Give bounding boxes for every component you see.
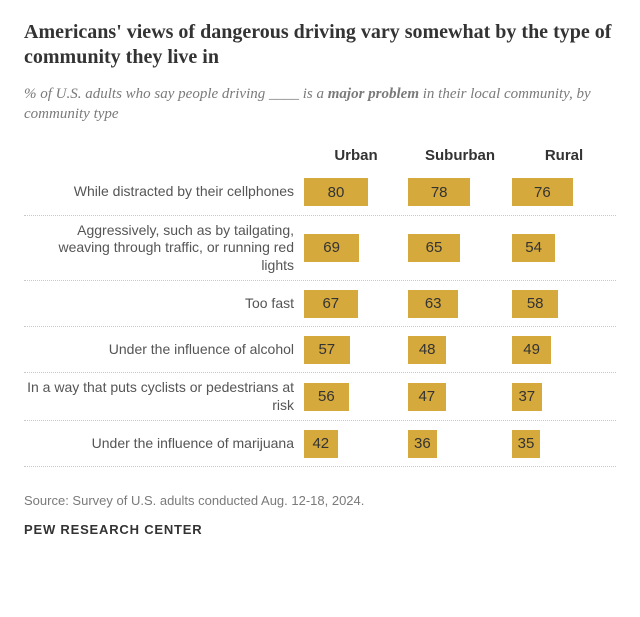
bar: 42 — [304, 430, 338, 458]
bar: 69 — [304, 234, 359, 262]
value-cell: 42 — [304, 430, 408, 458]
source-note: Source: Survey of U.S. adults conducted … — [24, 493, 616, 508]
table-row: Under the influence of marijuana42 36 35 — [24, 421, 616, 467]
row-label: Aggressively, such as by tailgating, wea… — [24, 222, 304, 275]
value-cell: 58 — [512, 290, 616, 318]
bar: 80 — [304, 178, 368, 206]
bar: 54 — [512, 234, 555, 262]
col-header-urban: Urban — [304, 147, 408, 164]
bar: 49 — [512, 336, 551, 364]
bar: 56 — [304, 383, 349, 411]
bar: 63 — [408, 290, 458, 318]
bar: 35 — [512, 430, 540, 458]
row-label: Under the influence of alcohol — [24, 341, 304, 359]
chart-title: Americans' views of dangerous driving va… — [24, 20, 616, 70]
value-cell: 35 — [512, 430, 616, 458]
table-row: Too fast67 63 58 — [24, 281, 616, 327]
bar: 48 — [408, 336, 446, 364]
value-cell: 57 — [304, 336, 408, 364]
footer-attribution: PEW RESEARCH CENTER — [24, 522, 616, 537]
chart-area: Urban Suburban Rural While distracted by… — [24, 147, 616, 468]
table-row: In a way that puts cyclists or pedestria… — [24, 373, 616, 421]
bar: 78 — [408, 178, 470, 206]
value-cell: 56 — [304, 383, 408, 411]
row-label: In a way that puts cyclists or pedestria… — [24, 379, 304, 414]
value-cell: 47 — [408, 383, 512, 411]
bar: 67 — [304, 290, 358, 318]
bar: 37 — [512, 383, 542, 411]
bar: 36 — [408, 430, 437, 458]
row-label: Too fast — [24, 295, 304, 313]
value-cell: 37 — [512, 383, 616, 411]
row-label: While distracted by their cellphones — [24, 183, 304, 201]
table-row: Aggressively, such as by tailgating, wea… — [24, 216, 616, 282]
column-headers: Urban Suburban Rural — [24, 147, 616, 170]
value-cell: 80 — [304, 178, 408, 206]
value-cell: 76 — [512, 178, 616, 206]
value-cell: 69 — [304, 234, 408, 262]
value-cell: 48 — [408, 336, 512, 364]
value-cell: 36 — [408, 430, 512, 458]
bar: 57 — [304, 336, 350, 364]
col-header-suburban: Suburban — [408, 147, 512, 164]
col-header-rural: Rural — [512, 147, 616, 164]
subtitle-bold: major problem — [328, 86, 419, 102]
value-cell: 65 — [408, 234, 512, 262]
bar: 76 — [512, 178, 573, 206]
table-row: While distracted by their cellphones80 78… — [24, 170, 616, 216]
bar: 47 — [408, 383, 446, 411]
subtitle-prefix: % of U.S. adults who say people driving … — [24, 86, 328, 102]
row-label: Under the influence of marijuana — [24, 435, 304, 453]
value-cell: 67 — [304, 290, 408, 318]
value-cell: 78 — [408, 178, 512, 206]
value-cell: 54 — [512, 234, 616, 262]
value-cell: 49 — [512, 336, 616, 364]
table-row: Under the influence of alcohol57 48 49 — [24, 327, 616, 373]
value-cell: 63 — [408, 290, 512, 318]
chart-subtitle: % of U.S. adults who say people driving … — [24, 84, 616, 125]
bar: 58 — [512, 290, 558, 318]
bar: 65 — [408, 234, 460, 262]
